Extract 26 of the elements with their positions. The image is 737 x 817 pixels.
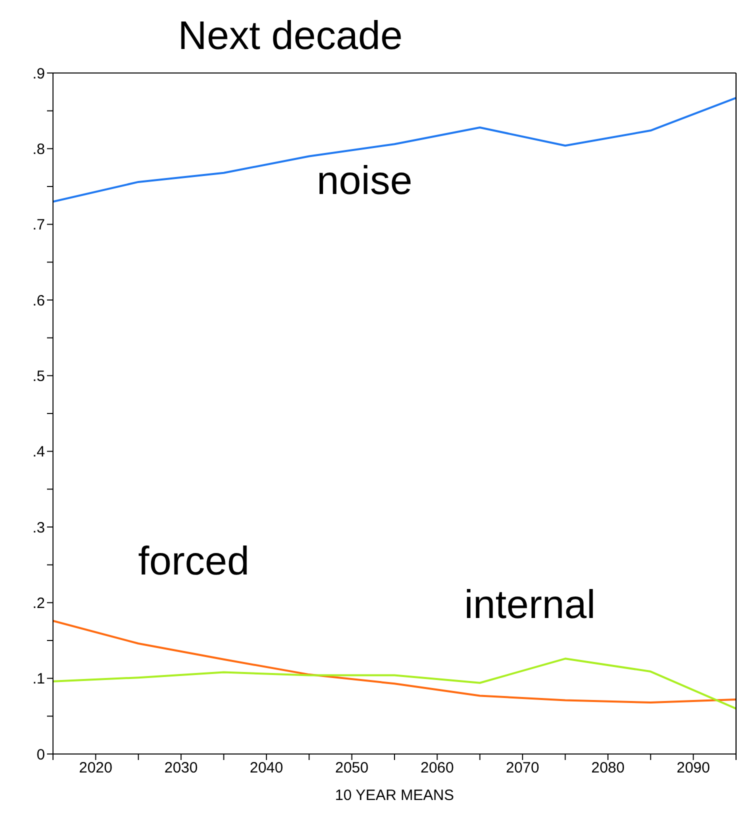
y-tick-label: .9 [32, 65, 45, 82]
series-label: noise [316, 159, 412, 204]
y-tick-label: .4 [32, 444, 45, 461]
y-tick-label: .6 [32, 292, 45, 310]
line-series [53, 620, 736, 704]
y-tick-label: .1 [32, 670, 45, 688]
x-tick-label: 2050 [335, 760, 368, 777]
series-label: internal [464, 582, 596, 627]
x-tick-label: 2080 [591, 760, 625, 777]
x-tick-label: 2030 [164, 760, 198, 777]
line-series [53, 658, 736, 710]
x-tick-label: 2020 [79, 760, 112, 777]
chart-title: Next decade [178, 13, 404, 60]
x-tick-label: 2090 [676, 760, 710, 777]
x-tick-label: 2040 [250, 760, 284, 777]
x-axis-title: 10 YEAR MEANS [335, 787, 454, 804]
y-tick-label: .5 [32, 368, 45, 385]
x-tick-label: 2060 [420, 760, 454, 777]
series-label: forced [138, 539, 250, 584]
y-tick-label: .3 [32, 519, 45, 536]
y-tick-label: 0 [36, 746, 45, 764]
x-tick-label: 2070 [506, 760, 540, 777]
line-series [53, 96, 736, 203]
y-tick-label: .7 [32, 216, 45, 234]
y-tick-label: .8 [32, 140, 45, 158]
y-tick-label: .2 [32, 594, 45, 612]
